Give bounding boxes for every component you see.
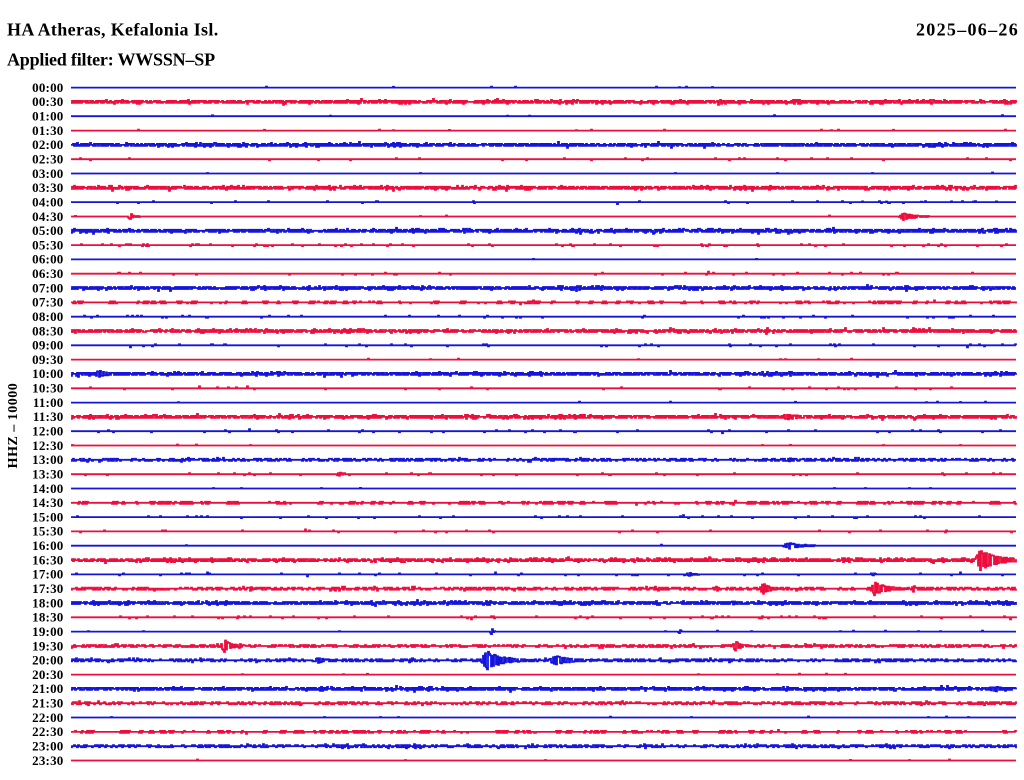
svg-text:2025–06–26: 2025–06–26 xyxy=(916,20,1019,40)
svg-text:13:00: 13:00 xyxy=(32,452,63,467)
svg-text:05:30: 05:30 xyxy=(32,237,63,252)
svg-text:20:00: 20:00 xyxy=(32,653,63,668)
svg-text:23:30: 23:30 xyxy=(32,753,63,768)
svg-text:19:30: 19:30 xyxy=(32,638,63,653)
svg-text:10:00: 10:00 xyxy=(32,366,63,381)
svg-text:06:00: 06:00 xyxy=(32,252,63,267)
svg-text:02:30: 02:30 xyxy=(32,152,63,167)
svg-text:06:30: 06:30 xyxy=(32,266,63,281)
svg-text:16:00: 16:00 xyxy=(32,538,63,553)
svg-text:10:30: 10:30 xyxy=(32,381,63,396)
svg-text:09:00: 09:00 xyxy=(32,338,63,353)
svg-text:00:30: 00:30 xyxy=(32,94,63,109)
svg-text:15:00: 15:00 xyxy=(32,509,63,524)
svg-text:20:30: 20:30 xyxy=(32,667,63,682)
svg-text:01:30: 01:30 xyxy=(32,123,63,138)
svg-text:15:30: 15:30 xyxy=(32,524,63,539)
svg-text:HA Atheras, Kefalonia Isl.: HA Atheras, Kefalonia Isl. xyxy=(7,20,219,40)
svg-text:17:00: 17:00 xyxy=(32,567,63,582)
svg-text:02:00: 02:00 xyxy=(32,137,63,152)
svg-text:18:30: 18:30 xyxy=(32,610,63,625)
svg-text:11:00: 11:00 xyxy=(33,395,64,410)
svg-text:08:00: 08:00 xyxy=(32,309,63,324)
svg-text:21:00: 21:00 xyxy=(32,681,63,696)
svg-text:22:30: 22:30 xyxy=(32,724,63,739)
svg-text:19:00: 19:00 xyxy=(32,624,63,639)
svg-text:09:30: 09:30 xyxy=(32,352,63,367)
svg-text:11:30: 11:30 xyxy=(33,409,64,424)
svg-text:00:00: 00:00 xyxy=(32,80,63,95)
svg-text:07:00: 07:00 xyxy=(32,280,63,295)
svg-text:01:00: 01:00 xyxy=(32,109,63,124)
svg-text:07:30: 07:30 xyxy=(32,295,63,310)
svg-text:14:30: 14:30 xyxy=(32,495,63,510)
svg-text:04:00: 04:00 xyxy=(32,194,63,209)
svg-text:13:30: 13:30 xyxy=(32,467,63,482)
svg-text:HHZ – 10000: HHZ – 10000 xyxy=(6,383,21,469)
svg-text:22:00: 22:00 xyxy=(32,710,63,725)
svg-text:14:00: 14:00 xyxy=(32,481,63,496)
svg-text:05:00: 05:00 xyxy=(32,223,63,238)
svg-text:12:30: 12:30 xyxy=(32,438,63,453)
svg-text:23:00: 23:00 xyxy=(32,739,63,754)
svg-text:04:30: 04:30 xyxy=(32,209,63,224)
svg-text:17:30: 17:30 xyxy=(32,581,63,596)
svg-text:12:00: 12:00 xyxy=(32,424,63,439)
svg-text:03:30: 03:30 xyxy=(32,180,63,195)
svg-text:18:00: 18:00 xyxy=(32,595,63,610)
svg-text:16:30: 16:30 xyxy=(32,552,63,567)
svg-text:21:30: 21:30 xyxy=(32,696,63,711)
svg-text:03:00: 03:00 xyxy=(32,166,63,181)
svg-text:Applied filter: WWSSN–SP: Applied filter: WWSSN–SP xyxy=(7,50,215,70)
svg-text:08:30: 08:30 xyxy=(32,323,63,338)
